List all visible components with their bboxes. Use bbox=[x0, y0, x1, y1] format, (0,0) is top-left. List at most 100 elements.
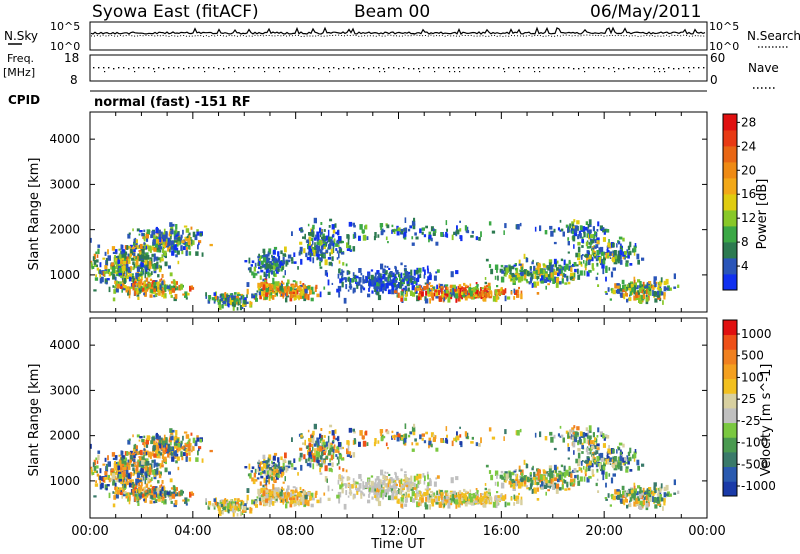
data-cell bbox=[136, 266, 141, 272]
data-cell bbox=[393, 480, 396, 483]
data-cell bbox=[253, 266, 256, 272]
data-cell bbox=[472, 493, 475, 499]
data-cell bbox=[162, 447, 165, 453]
data-cell bbox=[566, 278, 569, 282]
data-cell bbox=[341, 487, 344, 494]
data-cell bbox=[368, 493, 370, 498]
data-cell bbox=[298, 492, 302, 497]
data-cell bbox=[320, 231, 323, 235]
data-cell bbox=[113, 289, 117, 294]
data-cell bbox=[174, 450, 177, 456]
data-cell bbox=[619, 292, 623, 297]
data-cell bbox=[327, 291, 331, 295]
data-cell bbox=[559, 229, 562, 232]
data-cell bbox=[274, 497, 277, 503]
data-cell bbox=[195, 457, 199, 462]
data-cell bbox=[305, 296, 308, 299]
data-cell bbox=[324, 270, 328, 276]
data-cell bbox=[161, 291, 165, 296]
freq-dot bbox=[538, 67, 540, 69]
data-cell bbox=[380, 231, 384, 236]
data-cell bbox=[617, 260, 620, 264]
data-cell bbox=[439, 501, 442, 504]
data-cell bbox=[585, 253, 589, 258]
data-cell bbox=[413, 482, 416, 489]
data-cell bbox=[470, 496, 473, 503]
data-cell bbox=[319, 257, 323, 261]
data-cell bbox=[183, 431, 188, 434]
data-cell bbox=[158, 442, 162, 449]
data-cell bbox=[464, 288, 468, 294]
freq-dot bbox=[238, 67, 240, 69]
freq-dot bbox=[113, 68, 115, 70]
data-cell bbox=[565, 470, 569, 476]
data-cell bbox=[178, 443, 182, 448]
data-cell bbox=[467, 498, 472, 502]
data-cell bbox=[120, 490, 123, 493]
data-cell bbox=[129, 492, 131, 495]
data-cell bbox=[268, 454, 272, 460]
data-cell bbox=[169, 478, 173, 483]
data-cell bbox=[420, 494, 423, 497]
data-cell bbox=[292, 490, 295, 494]
data-cell bbox=[581, 236, 584, 241]
data-cell bbox=[146, 466, 149, 473]
data-cell bbox=[563, 479, 567, 484]
data-cell bbox=[150, 234, 154, 239]
data-cell bbox=[586, 240, 589, 243]
data-cell bbox=[476, 284, 479, 287]
data-cell bbox=[102, 477, 105, 483]
data-cell bbox=[150, 477, 153, 481]
data-cell bbox=[579, 261, 583, 265]
data-cell bbox=[553, 276, 557, 283]
data-cell bbox=[127, 286, 130, 291]
freq-dot bbox=[318, 68, 320, 70]
data-cell bbox=[271, 255, 275, 258]
data-cell bbox=[561, 266, 565, 271]
data-cell bbox=[536, 277, 539, 281]
data-cell bbox=[133, 453, 136, 458]
data-cell bbox=[115, 252, 118, 255]
data-cell bbox=[410, 475, 413, 482]
data-cell bbox=[487, 282, 491, 287]
data-cell bbox=[316, 251, 319, 256]
data-cell bbox=[92, 256, 95, 262]
data-cell bbox=[379, 223, 384, 228]
data-cell bbox=[138, 275, 141, 281]
data-cell bbox=[214, 299, 217, 302]
data-cell bbox=[300, 228, 303, 232]
data-cell bbox=[131, 489, 135, 493]
data-cell bbox=[140, 287, 143, 291]
data-cell bbox=[313, 456, 316, 462]
data-cell bbox=[153, 440, 156, 445]
data-cell bbox=[412, 498, 416, 503]
data-cell bbox=[161, 274, 164, 278]
data-cell bbox=[574, 268, 577, 273]
data-cell bbox=[237, 299, 240, 306]
data-cell bbox=[325, 441, 330, 447]
data-cell bbox=[339, 240, 343, 244]
data-cell bbox=[431, 296, 435, 301]
data-cell bbox=[277, 251, 280, 257]
data-cell bbox=[128, 276, 132, 282]
data-cell bbox=[137, 281, 142, 285]
data-cell bbox=[440, 494, 443, 500]
freq-dot bbox=[483, 67, 485, 69]
data-cell bbox=[388, 489, 392, 492]
data-cell bbox=[263, 257, 267, 263]
data-cell bbox=[455, 476, 459, 481]
data-cell bbox=[490, 497, 493, 503]
freq-dot bbox=[108, 67, 110, 69]
data-cell bbox=[413, 281, 417, 284]
data-cell bbox=[582, 254, 584, 257]
data-cell bbox=[323, 451, 326, 454]
data-cell bbox=[474, 294, 478, 297]
data-cell bbox=[170, 230, 173, 235]
data-cell bbox=[549, 477, 552, 484]
data-cell bbox=[182, 435, 184, 441]
data-cell bbox=[140, 467, 144, 474]
data-cell bbox=[134, 464, 138, 467]
data-cell bbox=[112, 297, 116, 302]
data-cell bbox=[251, 293, 254, 299]
data-cell bbox=[467, 292, 472, 296]
